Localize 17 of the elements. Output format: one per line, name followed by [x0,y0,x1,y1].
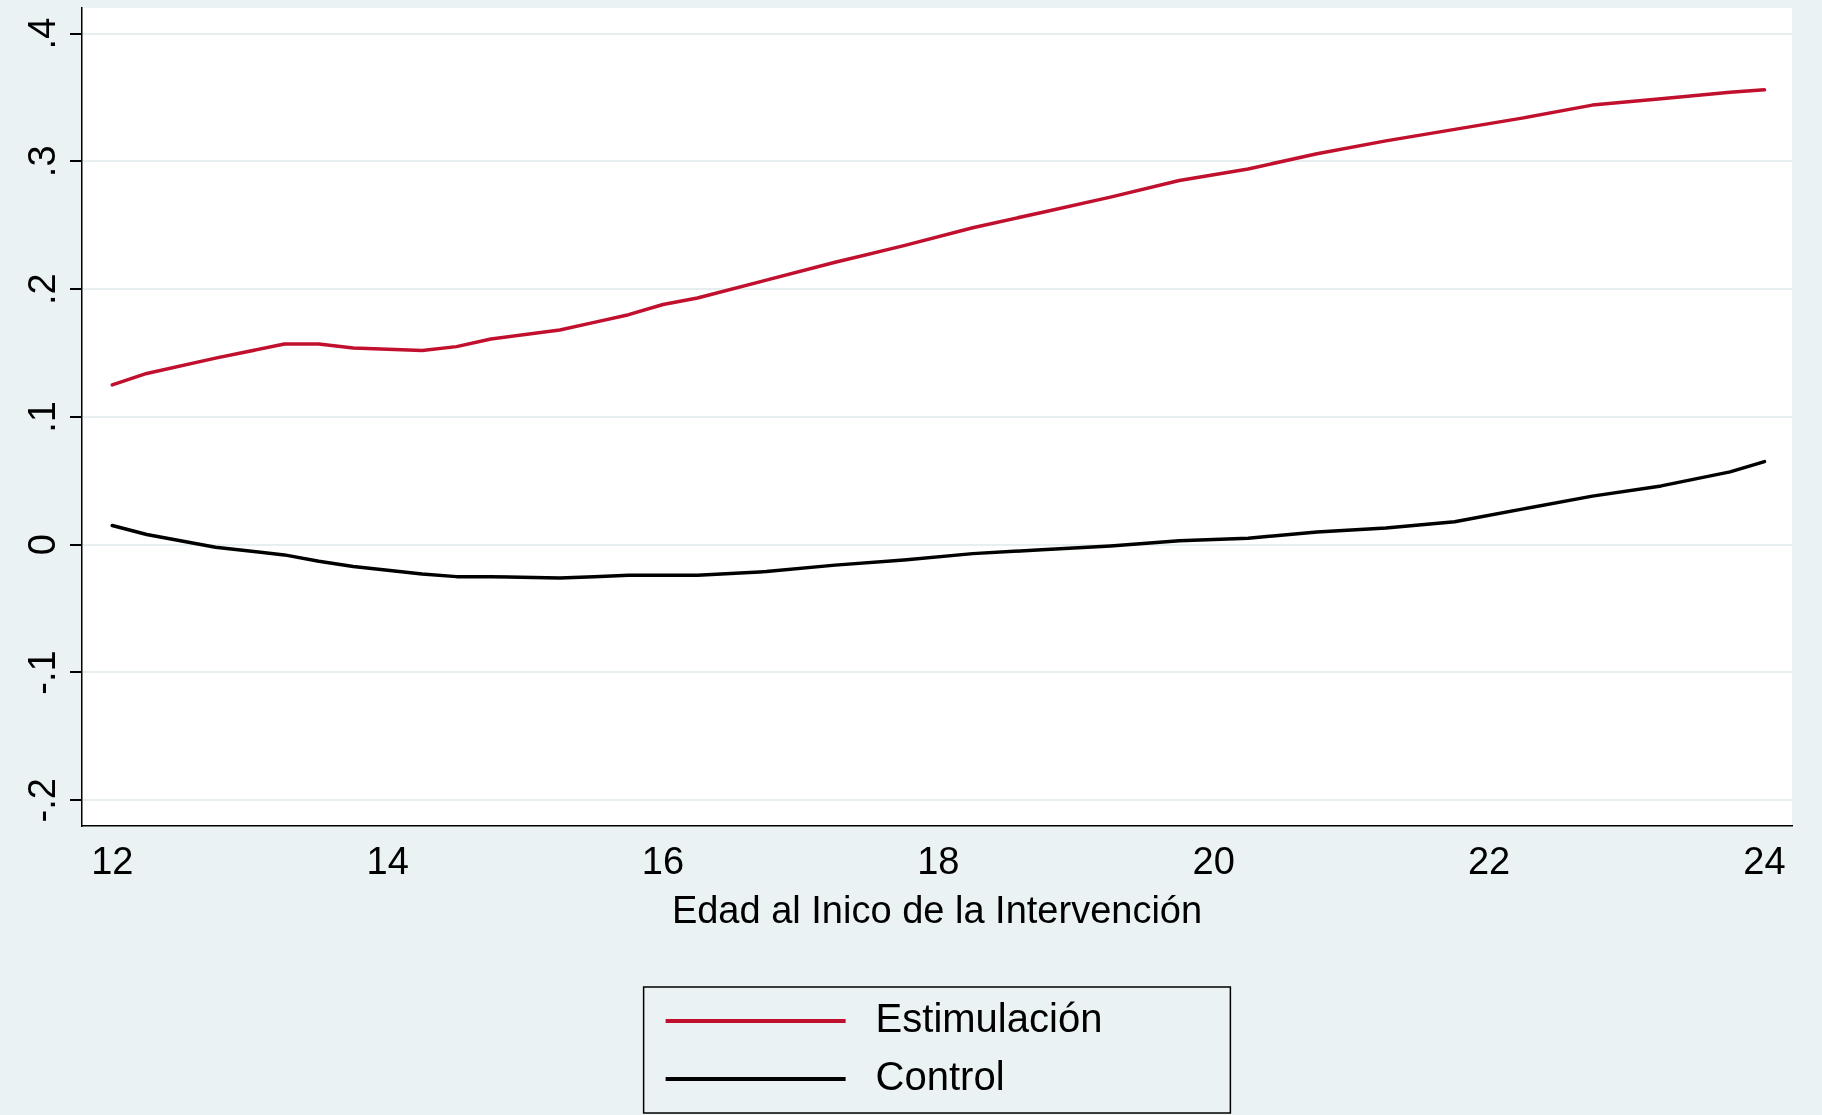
x-tick-label: 14 [366,840,409,883]
legend-label: Estimulación [875,996,1103,1041]
y-tick-label: -.1 [21,650,64,695]
x-tick-label: 16 [641,840,685,883]
x-tick-label: 24 [1743,840,1786,883]
x-tick-label: 12 [91,840,134,883]
y-tick-label: .2 [21,273,64,305]
y-tick-label: -.2 [21,778,64,823]
legend-label: Control [875,1054,1005,1099]
y-tick-label: .4 [21,17,64,50]
y-tick-label: .3 [21,145,64,178]
x-tick-label: 22 [1467,840,1511,883]
x-axis-title: Edad al Inico de la Intervención [671,888,1203,931]
y-tick-label: .1 [21,401,64,433]
x-tick-label: 20 [1192,840,1235,883]
x-tick-label: 18 [917,840,960,883]
y-tick-label: 0 [21,534,64,556]
